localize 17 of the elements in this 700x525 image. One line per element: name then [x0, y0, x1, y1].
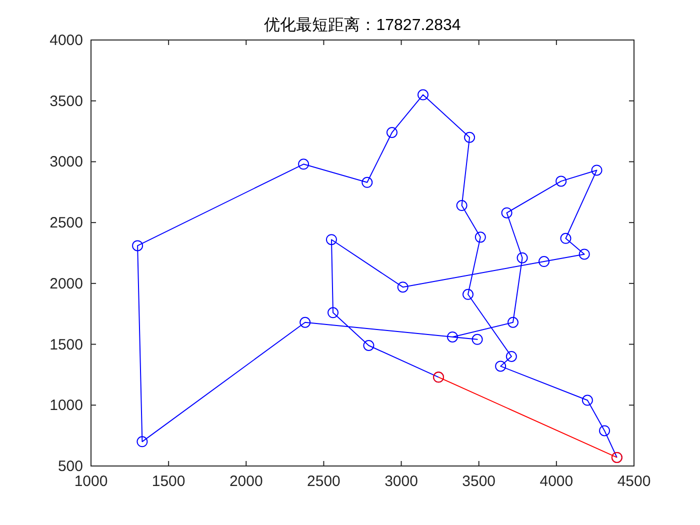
chart-title: 优化最短距离：17827.2834 — [264, 16, 461, 34]
x-tick-label: 4500 — [617, 473, 651, 490]
x-tick-label: 4000 — [540, 473, 574, 490]
y-tick-label: 1500 — [50, 336, 83, 354]
x-tick-label: 3500 — [462, 473, 496, 490]
y-tick-label: 1000 — [50, 397, 83, 414]
y-tick-label: 3500 — [50, 92, 83, 110]
x-tick-label: 1500 — [152, 473, 186, 490]
y-tick-label: 2000 — [50, 275, 83, 292]
y-tick-label: 2500 — [50, 214, 83, 232]
x-tick-label: 2000 — [229, 473, 263, 490]
x-tick-label: 3000 — [384, 473, 418, 490]
y-tick-label: 4000 — [50, 32, 83, 49]
y-tick-label: 500 — [58, 458, 83, 475]
y-tick-label: 3000 — [50, 154, 83, 171]
x-tick-label: 2500 — [307, 473, 340, 490]
x-tick-label: 1000 — [74, 473, 108, 490]
